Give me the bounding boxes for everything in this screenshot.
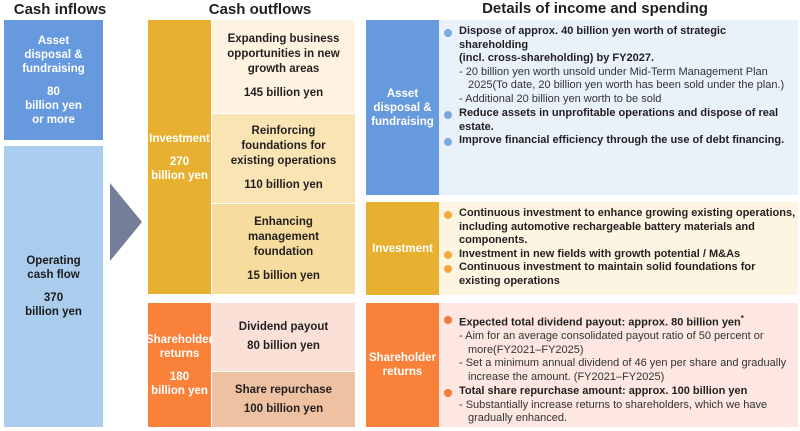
- detail-bullet: Expected total dividend payout: approx. …: [444, 312, 796, 330]
- column-title-cash-outflows: Cash outflows: [208, 1, 312, 18]
- bullet-dot-icon: [444, 210, 452, 219]
- detail-bullet: Dispose of approx. 40 billion yen worth …: [444, 25, 796, 52]
- column-title-details: Details of income and spending: [482, 0, 708, 17]
- detail-dash: - Additional 20 billion yen worth to be …: [459, 92, 662, 105]
- detail-bullet: Continuous investment to maintain solid …: [444, 261, 796, 288]
- detail-row-investment: Investment Continuous investment to enha…: [366, 202, 798, 295]
- detail-label-line2: returns: [382, 366, 423, 378]
- bullet-dot-icon: [444, 137, 452, 146]
- detail-body-investment: Continuous investment to enhance growing…: [444, 207, 796, 288]
- detail-bullet: Continuous investment to enhance growing…: [444, 207, 796, 248]
- inflow-asset-label-line2: disposal &: [24, 48, 83, 61]
- detail-body-asset-disposal: Dispose of approx. 40 billion yen worth …: [444, 25, 796, 148]
- outflow-shareholder-amount-line1: 180: [169, 370, 190, 383]
- detail-bullet-text: Expected total dividend payout: approx. …: [459, 316, 741, 329]
- detail-bullet-text: Reduce assets in unprofitable operations…: [459, 107, 779, 133]
- outflow-item-reinforcing-foundations: Reinforcing foundations for existing ope…: [212, 114, 355, 203]
- detail-label-line1: Asset: [386, 87, 419, 100]
- inflow-asset-amount-line2: billion yen: [25, 99, 82, 112]
- inflow-asset-label-line3: fundraising: [22, 62, 85, 75]
- flow-arrow-icon: [110, 183, 142, 261]
- inflow-block-operating-cash-flow: Operating cash flow 370 billion yen: [4, 146, 103, 427]
- item-head-line1: Enhancing: [254, 215, 313, 228]
- item-amount: 80 billion yen: [247, 340, 320, 352]
- detail-bullet-text: (incl. cross-shareholding) by FY2027.: [459, 52, 654, 64]
- bullet-dot-icon: [444, 251, 452, 259]
- outflow-investment-label: Investment: [149, 132, 210, 145]
- bullet-dot-icon: [444, 315, 452, 324]
- detail-label-line3: fundraising: [371, 115, 434, 128]
- item-head-line3: growth areas: [247, 63, 320, 75]
- detail-label-line1: Shareholder: [368, 352, 437, 364]
- detail-bullet: Investment in new fields with growth pot…: [444, 248, 796, 262]
- outflow-shareholder-label-line1: Shareholder: [145, 333, 214, 346]
- detail-dash: - 20 billion yen worth unsold under Mid-…: [459, 65, 785, 92]
- outflow-item-share-repurchase: Share repurchase 100 billion yen: [212, 372, 355, 427]
- inflow-operating-label-line1: Operating: [26, 255, 81, 267]
- item-head-line3: existing operations: [230, 155, 337, 167]
- detail-bullet: Improve financial efficiency through the…: [444, 134, 796, 148]
- detail-dash: - Aim for an average consolidated payout…: [459, 330, 764, 356]
- item-head-line1: Expanding business: [227, 33, 340, 45]
- column-title-cash-inflows: Cash inflows: [13, 1, 107, 18]
- item-head-line3: foundation: [253, 245, 314, 258]
- detail-label-asset-disposal: Asset disposal & fundraising: [366, 20, 439, 195]
- footnote-marker: *: [740, 314, 744, 323]
- bullet-dot-icon: [444, 110, 452, 119]
- detail-label-investment: Investment: [366, 202, 439, 295]
- outflow-shareholder-label-line2: returns: [159, 347, 200, 360]
- outflow-item-enhancing-management: Enhancing management foundation 15 billi…: [212, 204, 355, 294]
- detail-bullet-text: Dispose of approx. 40 billion yen worth …: [459, 25, 727, 51]
- outflow-category-shareholder-returns: Shareholder returns 180 billion yen: [145, 303, 214, 427]
- item-head-line2: foundations for: [241, 140, 326, 152]
- detail-bullet-continuation: (incl. cross-shareholding) by FY2027.: [444, 52, 796, 66]
- detail-label-text: Investment: [372, 242, 433, 255]
- inflow-operating-amount-line2: billion yen: [25, 306, 82, 318]
- inflow-asset-amount-line3: or more: [32, 113, 75, 126]
- detail-bullet-text: Total share repurchase amount: approx. 1…: [459, 385, 748, 398]
- outflow-item-expanding-business: Expanding business opportunities in new …: [212, 20, 355, 113]
- detail-row-asset-disposal: Asset disposal & fundraising Dispose of …: [366, 20, 798, 195]
- outflow-shareholder-amount-line2: billion yen: [151, 384, 208, 397]
- detail-dash: - Substantially increase returns to shar…: [459, 398, 768, 425]
- item-head-line2: opportunities in new: [227, 48, 340, 60]
- outflow-investment-amount-line2: billion yen: [151, 169, 208, 182]
- outflow-investment-amount-line1: 270: [169, 155, 190, 168]
- item-head: Share repurchase: [234, 383, 333, 396]
- detail-bullet: Reduce assets in unprofitable operations…: [444, 107, 796, 134]
- item-amount: 100 billion yen: [243, 402, 324, 415]
- bullet-dot-icon: [444, 28, 452, 37]
- detail-bullet-text: Continuous investment to maintain solid …: [459, 261, 756, 287]
- item-amount: 110 billion yen: [244, 179, 323, 191]
- inflow-block-asset-disposal: Asset disposal & fundraising 80 billion …: [4, 20, 103, 140]
- detail-label-line2: disposal &: [373, 101, 432, 114]
- detail-bullet-text: Continuous investment to enhance growing…: [459, 207, 796, 246]
- inflow-asset-amount-line1: 80: [47, 85, 60, 98]
- item-amount: 145 billion yen: [243, 87, 324, 99]
- item-head-line1: Reinforcing: [251, 125, 316, 137]
- inflow-operating-label-line2: cash flow: [27, 269, 80, 281]
- item-head-line2: management: [248, 230, 319, 243]
- detail-dash: - Set a minimum annual dividend of 46 ye…: [459, 357, 787, 383]
- bullet-dot-icon: [444, 388, 452, 397]
- detail-bullet: Total share repurchase amount: approx. 1…: [444, 385, 796, 399]
- outflow-category-investment: Investment 270 billion yen: [148, 20, 211, 294]
- detail-row-shareholder-returns: Shareholder returns Expected total divid…: [366, 303, 798, 427]
- detail-bullet-text: Improve financial efficiency through the…: [459, 134, 785, 146]
- detail-label-shareholder-returns: Shareholder returns: [366, 303, 439, 427]
- inflow-operating-amount-line1: 370: [43, 292, 64, 304]
- detail-bullet-text: Investment in new fields with growth pot…: [459, 247, 741, 260]
- bullet-dot-icon: [444, 264, 452, 273]
- outflow-item-dividend-payout: Dividend payout 80 billion yen: [212, 303, 355, 371]
- detail-body-shareholder-returns: Expected total dividend payout: approx. …: [444, 312, 796, 426]
- item-head: Dividend payout: [238, 321, 329, 333]
- inflow-asset-label-line1: Asset: [37, 34, 70, 47]
- item-amount: 15 billion yen: [247, 269, 320, 282]
